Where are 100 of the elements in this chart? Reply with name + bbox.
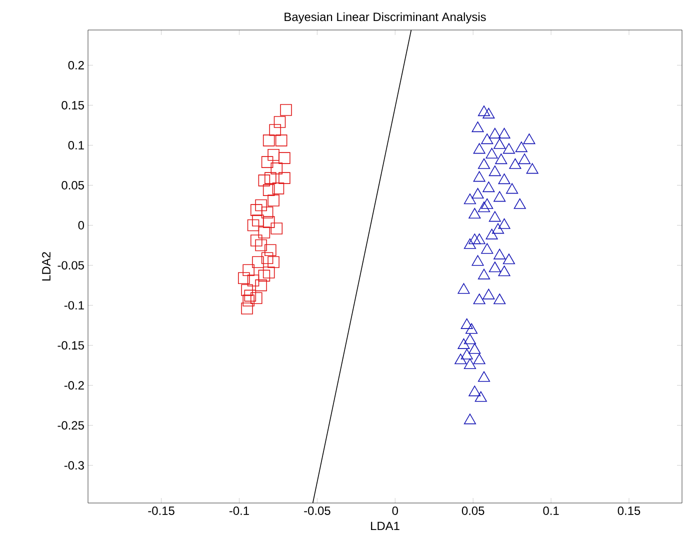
point xyxy=(460,348,473,360)
point xyxy=(506,183,518,194)
point xyxy=(278,172,290,184)
point xyxy=(478,371,490,382)
x-tick-label: 0.1 xyxy=(543,506,559,515)
point xyxy=(458,338,470,349)
point xyxy=(242,264,254,276)
point xyxy=(468,343,481,354)
point xyxy=(464,334,476,344)
point xyxy=(488,166,501,176)
point xyxy=(280,104,292,116)
y-tick-label: -0.15 xyxy=(58,341,84,350)
point xyxy=(486,148,498,158)
point xyxy=(464,238,476,249)
point xyxy=(268,256,280,268)
point xyxy=(478,268,490,280)
x-tick-label: -0.05 xyxy=(304,506,330,515)
point xyxy=(486,228,498,240)
chart-title: Bayesian Linear Discriminant Analysis xyxy=(284,12,486,24)
point xyxy=(494,248,506,260)
point xyxy=(264,172,276,184)
point xyxy=(478,106,490,116)
y-tick-label: 0.15 xyxy=(62,100,84,110)
point xyxy=(502,143,515,154)
point xyxy=(272,182,284,194)
y-tick-label: -0.05 xyxy=(58,261,84,270)
point xyxy=(270,162,283,174)
point xyxy=(473,354,486,364)
point xyxy=(468,208,481,219)
point xyxy=(250,292,262,304)
point xyxy=(495,154,508,164)
point xyxy=(492,223,504,234)
point xyxy=(274,116,286,128)
point xyxy=(473,294,486,304)
x-tick-label: 0.05 xyxy=(462,506,484,515)
y-tick-label: -0.25 xyxy=(58,421,84,430)
point xyxy=(488,262,501,272)
point xyxy=(482,182,495,192)
point xyxy=(488,211,501,222)
point xyxy=(275,134,288,146)
point xyxy=(498,174,510,184)
point xyxy=(509,158,522,169)
point xyxy=(252,256,264,268)
point xyxy=(258,270,270,282)
point xyxy=(498,128,510,138)
point xyxy=(514,198,526,209)
point xyxy=(494,294,506,304)
point xyxy=(498,266,510,276)
point xyxy=(468,234,481,244)
point xyxy=(252,214,264,226)
point xyxy=(515,142,528,152)
point xyxy=(269,124,281,136)
x-tick-label: -0.15 xyxy=(148,506,174,515)
point xyxy=(472,188,484,199)
point xyxy=(250,234,262,246)
point xyxy=(262,184,275,196)
point xyxy=(472,122,484,132)
point xyxy=(472,255,484,266)
point xyxy=(244,290,256,302)
point xyxy=(478,158,490,169)
point xyxy=(270,222,283,234)
point xyxy=(494,138,506,149)
point xyxy=(241,284,253,296)
point xyxy=(473,143,486,154)
y-axis-title: LDA2 xyxy=(42,252,50,280)
point xyxy=(250,204,262,216)
point xyxy=(258,174,270,186)
point xyxy=(473,171,486,182)
point xyxy=(468,386,481,396)
point xyxy=(264,244,276,256)
point xyxy=(268,194,280,206)
point xyxy=(460,318,473,329)
y-tick-label: 0.1 xyxy=(68,141,84,150)
point xyxy=(494,191,506,202)
point xyxy=(526,163,538,174)
point xyxy=(255,199,267,212)
point xyxy=(247,219,260,232)
point xyxy=(262,134,275,146)
x-tick-label: 0.15 xyxy=(618,506,640,515)
point xyxy=(481,243,494,254)
y-tick-label: -0.3 xyxy=(64,461,84,470)
point xyxy=(502,254,515,264)
point xyxy=(241,302,253,314)
point xyxy=(242,294,254,306)
point xyxy=(261,206,274,218)
point xyxy=(523,134,536,144)
point xyxy=(498,218,510,229)
y-tick-label: 0 xyxy=(78,221,84,230)
point xyxy=(278,152,290,164)
point xyxy=(481,198,494,209)
point xyxy=(255,239,267,252)
point xyxy=(482,288,495,300)
point xyxy=(473,234,486,244)
point xyxy=(261,252,274,264)
y-tick-label: -0.2 xyxy=(64,381,84,390)
point xyxy=(464,414,476,424)
point xyxy=(464,358,476,369)
point xyxy=(262,266,275,278)
point xyxy=(488,128,501,138)
y-tick-label: 0.2 xyxy=(68,60,84,70)
